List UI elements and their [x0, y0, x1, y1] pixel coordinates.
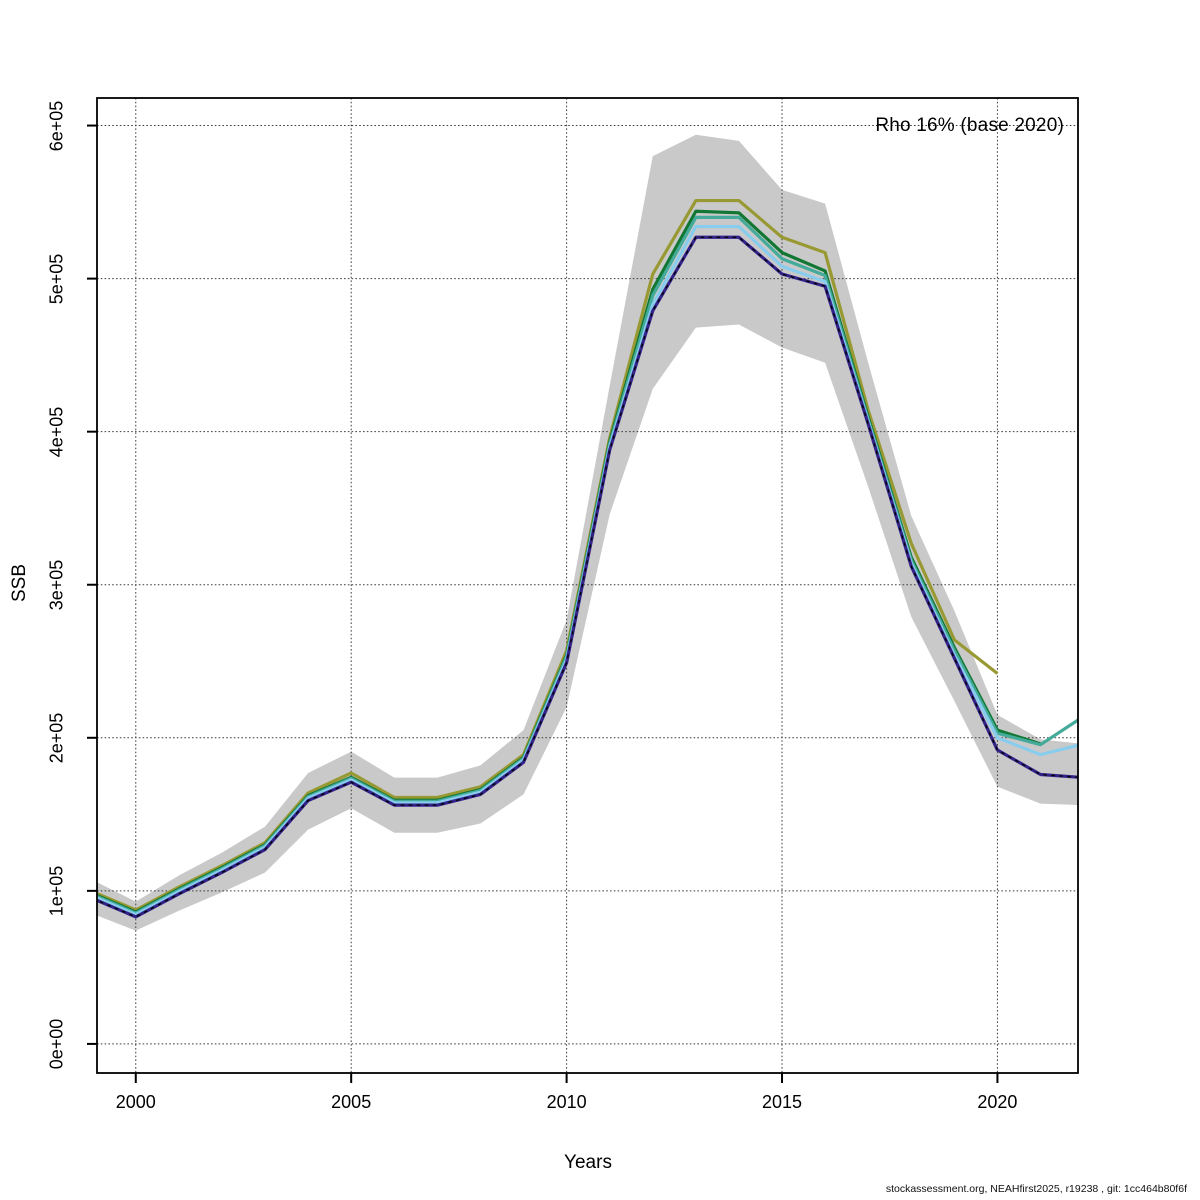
y-tick-label: 6e+05 [46, 100, 67, 151]
y-tick-label: 4e+05 [46, 406, 67, 457]
x-tick-label: 2020 [977, 1092, 1018, 1112]
confidence-band [97, 134, 1078, 931]
y-tick-label: 0e+00 [46, 1018, 67, 1070]
x-axis-title: Years [564, 1152, 612, 1173]
y-axis-title: SSB [9, 563, 30, 603]
y-tick-label: 2e+05 [46, 712, 67, 764]
x-tick-label: 2000 [115, 1092, 156, 1112]
grid-lines [97, 98, 1078, 1073]
y-tick-label: 5e+05 [46, 253, 67, 304]
plot-title: Rho 16% (base 2020) [875, 115, 1064, 136]
y-tick-label: 3e+05 [46, 559, 67, 611]
x-tick-label: 2015 [761, 1092, 803, 1112]
series-lines [97, 198, 1078, 919]
footer-citation: stockassessment.org, NEAHfirst2025, r192… [885, 1183, 1187, 1195]
y-tick-label: 1e+05 [46, 865, 67, 917]
x-tick-label: 2010 [546, 1092, 587, 1112]
line-retro-peel-2020-olive [97, 198, 999, 912]
axis-ticks [87, 124, 999, 1083]
x-tick-label: 2005 [331, 1092, 372, 1112]
line-base-run-navy-dotted-overlay [97, 236, 1078, 918]
